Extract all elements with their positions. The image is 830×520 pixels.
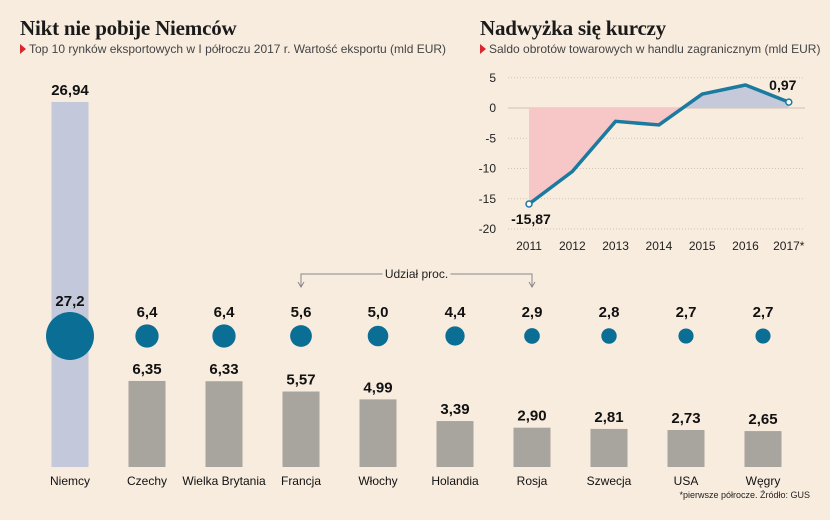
share-value-label: 4,4 — [445, 304, 467, 321]
bar — [590, 428, 628, 467]
bar-value-label: 5,57 — [286, 372, 315, 389]
category-label: Holandia — [431, 474, 479, 488]
data-annotation: 0,97 — [769, 77, 796, 93]
bar-value-label: 3,39 — [440, 401, 469, 418]
bar — [205, 381, 243, 467]
bar-value-label: 2,65 — [748, 411, 777, 428]
category-label: Szwecja — [587, 474, 632, 488]
share-value-label: 5,0 — [368, 304, 389, 321]
share-value-label: 2,9 — [522, 304, 543, 321]
footnote-source: *pierwsze półrocze. Źródło: GUS — [679, 490, 810, 500]
share-bubble — [755, 328, 771, 344]
positive-area — [682, 85, 789, 108]
left-chart-title: Nikt nie pobije Niemców — [20, 16, 237, 40]
share-value-label: 5,6 — [291, 304, 312, 321]
bar — [282, 391, 320, 467]
data-point — [525, 200, 533, 208]
balance-line — [527, 83, 790, 206]
bar-value-label: 6,33 — [209, 361, 238, 378]
category-label: USA — [674, 474, 699, 488]
bar — [359, 399, 397, 467]
y-tick-label: -5 — [485, 131, 496, 145]
bracket-arrow-left — [297, 281, 305, 288]
x-tick-label: 2014 — [646, 239, 673, 253]
category-label: Niemcy — [50, 474, 90, 488]
bar-value-label: 26,94 — [51, 82, 89, 99]
y-tick-label: -20 — [479, 222, 497, 236]
share-bubble — [290, 325, 312, 347]
share-value-label: 2,8 — [599, 304, 620, 321]
share-bubble — [678, 328, 694, 344]
share-bubble — [212, 324, 236, 348]
data-annotation: -15,87 — [511, 211, 551, 227]
category-label: Włochy — [358, 474, 397, 488]
bracket-arrow-right — [528, 281, 536, 288]
share-bubble — [135, 324, 159, 348]
category-label: Czechy — [127, 474, 167, 488]
category-label: Wielka Brytania — [182, 474, 266, 488]
bar-value-label: 2,90 — [517, 408, 546, 425]
share-value-label: 2,7 — [676, 304, 697, 321]
bar-value-label: 2,81 — [594, 409, 623, 426]
bar — [51, 101, 89, 467]
y-tick-label: 5 — [489, 71, 496, 85]
x-tick-label: 2012 — [559, 239, 586, 253]
bar-value-label: 2,73 — [671, 410, 700, 427]
bar — [744, 431, 782, 467]
right-chart-title: Nadwyżka się kurczy — [480, 16, 666, 40]
x-tick-label: 2015 — [689, 239, 716, 253]
category-label: Węgry — [746, 474, 781, 488]
category-label: Francja — [281, 474, 321, 488]
x-tick-label: 2016 — [732, 239, 759, 253]
bar — [513, 427, 551, 467]
share-label-bg — [382, 266, 451, 282]
share-bubble — [46, 312, 94, 360]
right-chart-subtitle: Saldo obrotów towarowych w handlu zagran… — [480, 42, 820, 56]
share-value-label: 2,7 — [753, 304, 774, 321]
x-tick-label: 2013 — [602, 239, 629, 253]
red-triangle-icon — [480, 44, 486, 54]
share-bubble — [601, 328, 617, 344]
negative-area — [529, 108, 683, 205]
share-bubble — [445, 326, 465, 346]
bar-value-label: 6,35 — [132, 361, 161, 378]
share-value-label: 6,4 — [214, 304, 236, 321]
x-tick-label: 2011 — [516, 239, 542, 253]
y-tick-label: -15 — [479, 192, 497, 206]
left-subtitle-text: Top 10 rynków eksportowych w I półroczu … — [29, 42, 447, 56]
bar — [128, 380, 166, 467]
data-point — [785, 98, 793, 106]
bar-value-label: 4,99 — [363, 379, 392, 396]
y-tick-label: -10 — [479, 162, 497, 176]
x-tick-label: 2017* — [773, 239, 805, 253]
right-subtitle-text: Saldo obrotów towarowych w handlu zagran… — [489, 42, 821, 56]
share-label: Udział proc. — [385, 267, 448, 281]
red-triangle-icon — [20, 44, 26, 54]
share-value-label: 6,4 — [137, 304, 159, 321]
share-value-label: 27,2 — [55, 293, 84, 310]
y-tick-label: 0 — [489, 101, 496, 115]
category-label: Rosja — [517, 474, 548, 488]
bar — [667, 430, 705, 467]
share-bubble — [524, 328, 540, 344]
share-bubble — [367, 325, 389, 347]
bar — [436, 421, 474, 467]
left-chart-subtitle: Top 10 rynków eksportowych w I półroczu … — [20, 42, 446, 56]
